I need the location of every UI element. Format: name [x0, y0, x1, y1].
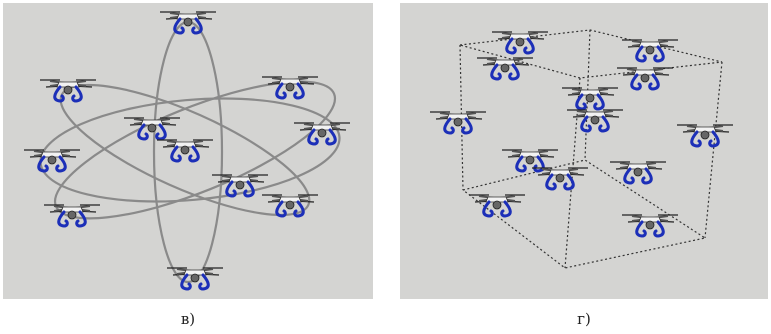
panel-right [400, 3, 768, 299]
panel-background [400, 3, 768, 299]
panel-label: г) [577, 310, 591, 328]
panel-label: в) [181, 310, 195, 328]
figure: в) г) [0, 0, 771, 334]
panel-left [3, 3, 373, 299]
